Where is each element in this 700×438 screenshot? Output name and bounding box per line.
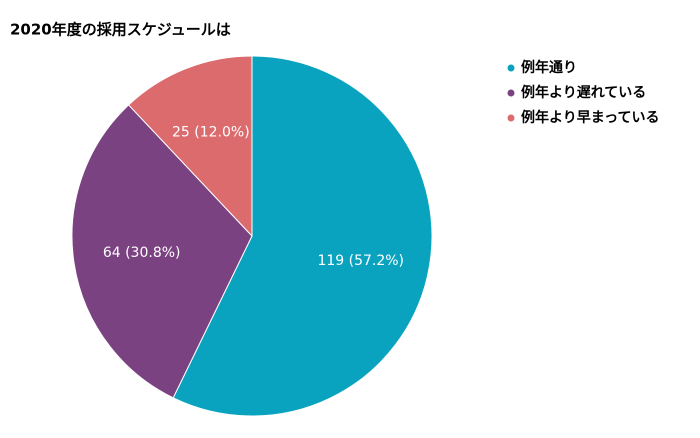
value-label: 119 (57.2%) bbox=[317, 253, 404, 269]
legend-marker bbox=[507, 114, 515, 122]
value-label: 64 (30.8%) bbox=[103, 245, 181, 261]
chart-title: 2020年度の採用スケジュールは bbox=[10, 21, 231, 39]
pie-slice bbox=[71, 104, 253, 399]
legend-label: 例年通り bbox=[521, 59, 577, 76]
legend-marker bbox=[507, 64, 515, 72]
legend-marker bbox=[507, 89, 515, 97]
value-label: 25 (12.0%) bbox=[172, 124, 250, 140]
legend-label: 例年より早まっている bbox=[521, 109, 659, 126]
pie-slice bbox=[127, 55, 253, 238]
pie-slice bbox=[172, 55, 433, 417]
legend-label: 例年より遅れている bbox=[521, 84, 646, 101]
